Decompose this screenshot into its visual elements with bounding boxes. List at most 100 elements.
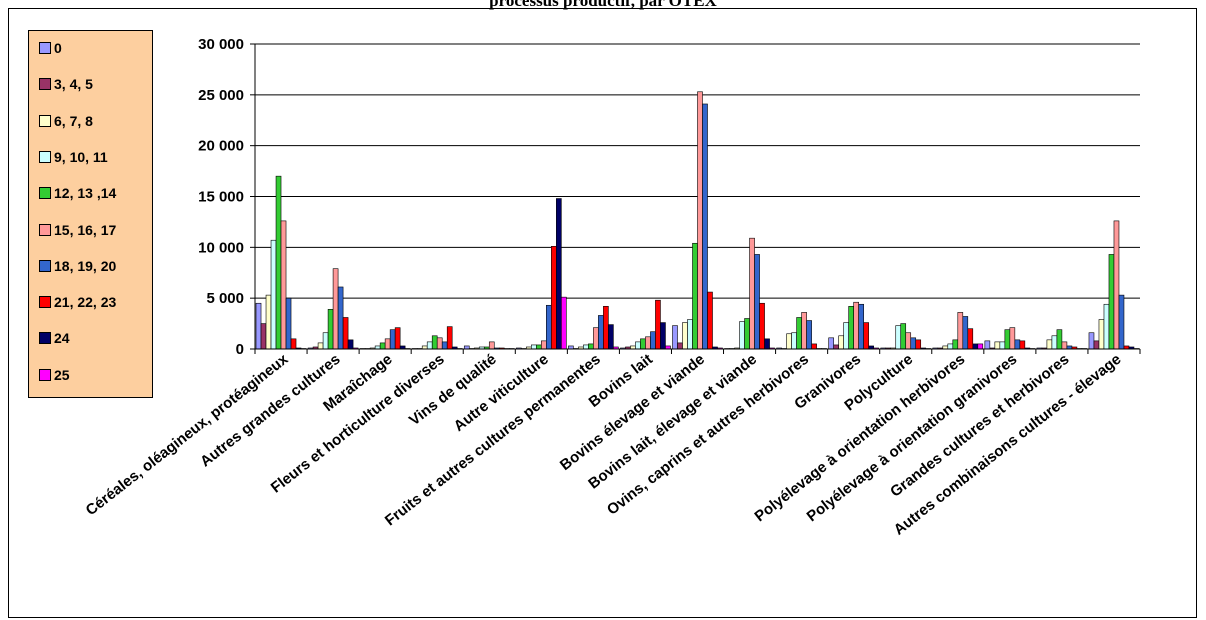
legend-label: 21, 22, 23 [54,294,116,310]
y-tick-label: 25 000 [198,87,244,104]
x-tick-label: Vins de qualité [406,351,500,429]
bar [271,240,276,349]
legend-item: 15, 16, 17 [39,222,116,238]
legend-label: 0 [54,40,62,56]
bar [750,238,755,349]
legend-label: 3, 4, 5 [54,76,93,92]
bar [556,199,561,349]
bar [1057,330,1062,349]
bar [427,342,432,349]
legend-item: 6, 7, 8 [39,113,93,129]
legend-label: 9, 10, 11 [54,149,108,165]
bar [968,329,973,349]
bar [551,246,556,349]
bar [1047,340,1052,349]
bar [1062,342,1067,349]
bar [963,316,968,349]
bar [1089,333,1094,349]
bar [1005,330,1010,349]
bar [598,315,603,349]
legend-item: 0 [39,40,62,56]
y-tick-label: 0 [236,341,244,358]
legend-swatch [39,187,51,199]
bar [673,326,678,349]
bar [849,306,854,349]
bar [683,323,688,349]
legend-item: 21, 22, 23 [39,294,116,310]
bar [978,344,983,349]
bar [328,309,333,349]
bar [1094,341,1099,349]
bar [1015,340,1020,349]
legend-item: 25 [39,367,70,383]
bar [561,297,566,349]
legend-swatch [39,369,51,381]
bar [901,324,906,349]
y-tick-labels: 05 00010 00015 00020 00025 00030 000 [198,36,244,358]
bar [688,320,693,349]
bar [995,342,1000,349]
y-tick-label: 20 000 [198,138,244,155]
bar [281,221,286,349]
y-tick-label: 10 000 [198,239,244,256]
bar [338,287,343,349]
bar [958,312,963,349]
bar [1104,304,1109,349]
bar [765,339,770,349]
bar [755,254,760,349]
legend-label: 18, 19, 20 [54,258,116,274]
bar [348,340,353,349]
bar [447,327,452,349]
bar [442,342,447,349]
legend-swatch [39,260,51,272]
bar [854,302,859,349]
bar [760,303,765,349]
bar [385,339,390,349]
bar [1000,342,1005,349]
bar [650,332,655,349]
legend-swatch [39,296,51,308]
bar [588,344,593,349]
legend-label: 6, 7, 8 [54,113,93,129]
bar [745,319,750,350]
legend-item: 9, 10, 11 [39,149,108,165]
bar [802,312,807,349]
bar [693,243,698,349]
bar [390,330,395,349]
bar [343,317,348,349]
bar [266,295,271,349]
bar [536,345,541,349]
legend: 0 3, 4, 5 6, 7, 8 9, 10, 11 12, 13 ,14 15, 16… [28,30,153,398]
bar [256,303,261,349]
y-tick-label: 30 000 [198,36,244,53]
bar [911,338,916,349]
bar [286,298,291,349]
x-tick-labels: Céréales, oléagineux, protéagineuxAutres… [83,350,1125,538]
legend-swatch [39,332,51,344]
bar [916,340,921,349]
bar [593,328,598,349]
bar [380,343,385,349]
legend-item: 12, 13 ,14 [39,185,116,201]
bar [546,305,551,349]
bar [276,176,281,349]
legend-label: 25 [54,367,70,383]
bar [583,345,588,349]
legend-item: 18, 19, 20 [39,258,116,274]
bar [839,336,844,349]
bar [807,321,812,349]
bar [973,344,978,349]
bar [660,323,665,349]
bar [1114,221,1119,349]
legend-swatch [39,42,51,54]
bar [531,345,536,349]
bar [1099,320,1104,349]
legend-swatch [39,224,51,236]
bar [985,341,990,349]
bar [645,337,650,349]
bar [906,333,911,349]
bar [834,345,839,349]
bar [541,341,546,349]
legend-label: 15, 16, 17 [54,222,116,238]
